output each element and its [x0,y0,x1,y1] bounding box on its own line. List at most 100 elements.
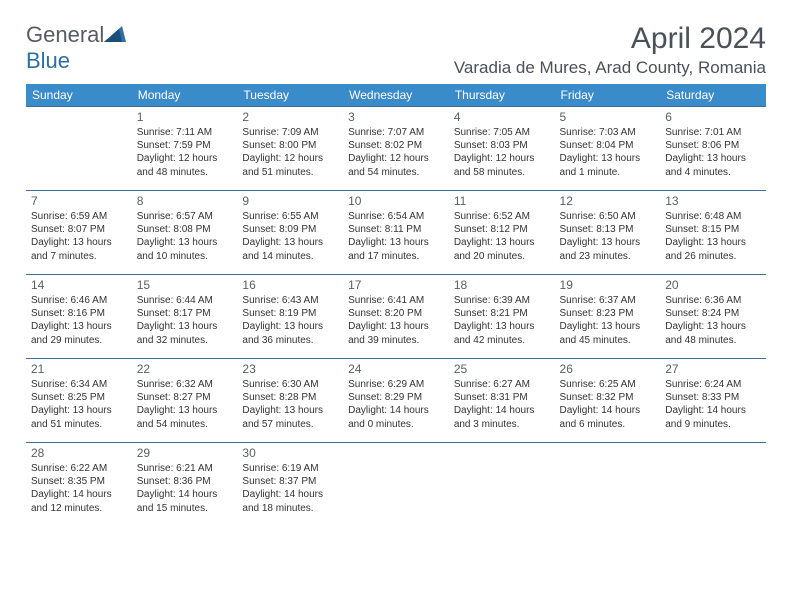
calendar-day-cell: 28 Sunrise: 6:22 AMSunset: 8:35 PMDayligh… [26,443,132,527]
calendar-body: 1 Sunrise: 7:11 AMSunset: 7:59 PMDaylight… [26,107,766,527]
day-info: Sunrise: 7:05 AMSunset: 8:03 PMDaylight:… [454,126,550,179]
calendar-week-row: 21Sunrise: 6:34 AMSunset: 8:25 PMDayligh… [26,359,766,443]
day-info: Sunrise: 6:39 AMSunset: 8:21 PMDaylight:… [454,294,550,347]
day-number: 7 [31,194,127,208]
day-info: Sunrise: 6:24 AMSunset: 8:33 PMDaylight:… [665,378,761,431]
weekday-header: Thursday [449,84,555,107]
day-info: Sunrise: 7:11 AMSunset: 7:59 PMDaylight:… [137,126,233,179]
day-number: 13 [665,194,761,208]
calendar-day-cell: 3 Sunrise: 7:07 AMSunset: 8:02 PMDaylight… [343,107,449,191]
day-number: 1 [137,110,233,124]
calendar-day-cell: 17 Sunrise: 6:41 AMSunset: 8:20 PMDayligh… [343,275,449,359]
calendar-empty-cell [660,443,766,527]
day-number: 4 [454,110,550,124]
weekday-header: Friday [555,84,661,107]
day-info: Sunrise: 6:46 AMSunset: 8:16 PMDaylight:… [31,294,127,347]
calendar-day-cell: 12Sunrise: 6:50 AMSunset: 8:13 PMDayligh… [555,191,661,275]
calendar-day-cell: 30 Sunrise: 6:19 AMSunset: 8:37 PMDayligh… [237,443,343,527]
calendar-empty-cell [26,107,132,191]
title-block: April 2024 Varadia de Mures, Arad County… [454,22,766,78]
day-number: 14 [31,278,127,292]
day-number: 20 [665,278,761,292]
calendar-week-row: 14 Sunrise: 6:46 AMSunset: 8:16 PMDayligh… [26,275,766,359]
page-title: April 2024 [454,22,766,56]
day-info: Sunrise: 7:07 AMSunset: 8:02 PMDaylight:… [348,126,444,179]
day-info: Sunrise: 6:36 AMSunset: 8:24 PMDaylight:… [665,294,761,347]
logo-text: GeneralBlue [26,22,126,74]
calendar-day-cell: 7 Sunrise: 6:59 AMSunset: 8:07 PMDaylight… [26,191,132,275]
day-info: Sunrise: 6:32 AMSunset: 8:27 PMDaylight:… [137,378,233,431]
calendar-day-cell: 26 Sunrise: 6:25 AMSunset: 8:32 PMDayligh… [555,359,661,443]
calendar-day-cell: 20 Sunrise: 6:36 AMSunset: 8:24 PMDayligh… [660,275,766,359]
calendar-day-cell: 6Sunrise: 7:01 AMSunset: 8:06 PMDaylight… [660,107,766,191]
day-info: Sunrise: 6:41 AMSunset: 8:20 PMDaylight:… [348,294,444,347]
calendar-day-cell: 14 Sunrise: 6:46 AMSunset: 8:16 PMDayligh… [26,275,132,359]
day-number: 3 [348,110,444,124]
calendar-day-cell: 24Sunrise: 6:29 AMSunset: 8:29 PMDayligh… [343,359,449,443]
day-number: 15 [137,278,233,292]
weekday-header: Monday [132,84,238,107]
day-info: Sunrise: 7:01 AMSunset: 8:06 PMDaylight:… [665,126,761,179]
day-info: Sunrise: 6:19 AMSunset: 8:37 PMDaylight:… [242,462,338,515]
day-info: Sunrise: 6:37 AMSunset: 8:23 PMDaylight:… [560,294,656,347]
day-info: Sunrise: 6:48 AMSunset: 8:15 PMDaylight:… [665,210,761,263]
calendar-day-cell: 11Sunrise: 6:52 AMSunset: 8:12 PMDayligh… [449,191,555,275]
calendar-empty-cell [449,443,555,527]
calendar-empty-cell [555,443,661,527]
day-info: Sunrise: 6:29 AMSunset: 8:29 PMDaylight:… [348,378,444,431]
day-number: 18 [454,278,550,292]
calendar-table: SundayMondayTuesdayWednesdayThursdayFrid… [26,84,766,527]
calendar-day-cell: 13 Sunrise: 6:48 AMSunset: 8:15 PMDayligh… [660,191,766,275]
calendar-week-row: 28 Sunrise: 6:22 AMSunset: 8:35 PMDayligh… [26,443,766,527]
day-info: Sunrise: 6:25 AMSunset: 8:32 PMDaylight:… [560,378,656,431]
day-number: 17 [348,278,444,292]
calendar-empty-cell [343,443,449,527]
day-info: Sunrise: 6:27 AMSunset: 8:31 PMDaylight:… [454,378,550,431]
calendar-day-cell: 27 Sunrise: 6:24 AMSunset: 8:33 PMDayligh… [660,359,766,443]
day-number: 29 [137,446,233,460]
weekday-header: Wednesday [343,84,449,107]
calendar-day-cell: 10Sunrise: 6:54 AMSunset: 8:11 PMDayligh… [343,191,449,275]
location-text: Varadia de Mures, Arad County, Romania [454,58,766,78]
weekday-header: Sunday [26,84,132,107]
day-number: 22 [137,362,233,376]
day-info: Sunrise: 6:22 AMSunset: 8:35 PMDaylight:… [31,462,127,515]
day-number: 9 [242,194,338,208]
calendar-day-cell: 22 Sunrise: 6:32 AMSunset: 8:27 PMDayligh… [132,359,238,443]
day-info: Sunrise: 6:55 AMSunset: 8:09 PMDaylight:… [242,210,338,263]
day-info: Sunrise: 6:44 AMSunset: 8:17 PMDaylight:… [137,294,233,347]
day-number: 12 [560,194,656,208]
day-number: 27 [665,362,761,376]
day-number: 26 [560,362,656,376]
calendar-day-cell: 9 Sunrise: 6:55 AMSunset: 8:09 PMDaylight… [237,191,343,275]
weekday-header: Saturday [660,84,766,107]
day-number: 8 [137,194,233,208]
day-number: 16 [242,278,338,292]
logo-general: General [26,22,104,47]
day-info: Sunrise: 6:43 AMSunset: 8:19 PMDaylight:… [242,294,338,347]
day-number: 19 [560,278,656,292]
day-info: Sunrise: 6:21 AMSunset: 8:36 PMDaylight:… [137,462,233,515]
day-info: Sunrise: 6:59 AMSunset: 8:07 PMDaylight:… [31,210,127,263]
calendar-day-cell: 15 Sunrise: 6:44 AMSunset: 8:17 PMDayligh… [132,275,238,359]
day-number: 28 [31,446,127,460]
day-number: 2 [242,110,338,124]
calendar-day-cell: 18 Sunrise: 6:39 AMSunset: 8:21 PMDayligh… [449,275,555,359]
day-number: 5 [560,110,656,124]
header: GeneralBlue April 2024 Varadia de Mures,… [26,22,766,78]
calendar-day-cell: 5Sunrise: 7:03 AMSunset: 8:04 PMDaylight… [555,107,661,191]
day-info: Sunrise: 6:30 AMSunset: 8:28 PMDaylight:… [242,378,338,431]
calendar-day-cell: 2 Sunrise: 7:09 AMSunset: 8:00 PMDaylight… [237,107,343,191]
calendar-week-row: 1 Sunrise: 7:11 AMSunset: 7:59 PMDaylight… [26,107,766,191]
weekday-header: Tuesday [237,84,343,107]
logo-blue: Blue [26,48,70,73]
calendar-week-row: 7 Sunrise: 6:59 AMSunset: 8:07 PMDaylight… [26,191,766,275]
logo: GeneralBlue [26,22,126,74]
calendar-day-cell: 16 Sunrise: 6:43 AMSunset: 8:19 PMDayligh… [237,275,343,359]
day-number: 30 [242,446,338,460]
day-info: Sunrise: 7:09 AMSunset: 8:00 PMDaylight:… [242,126,338,179]
day-number: 11 [454,194,550,208]
calendar-day-cell: 8Sunrise: 6:57 AMSunset: 8:08 PMDaylight… [132,191,238,275]
calendar-day-cell: 29 Sunrise: 6:21 AMSunset: 8:36 PMDayligh… [132,443,238,527]
calendar-day-cell: 25Sunrise: 6:27 AMSunset: 8:31 PMDayligh… [449,359,555,443]
